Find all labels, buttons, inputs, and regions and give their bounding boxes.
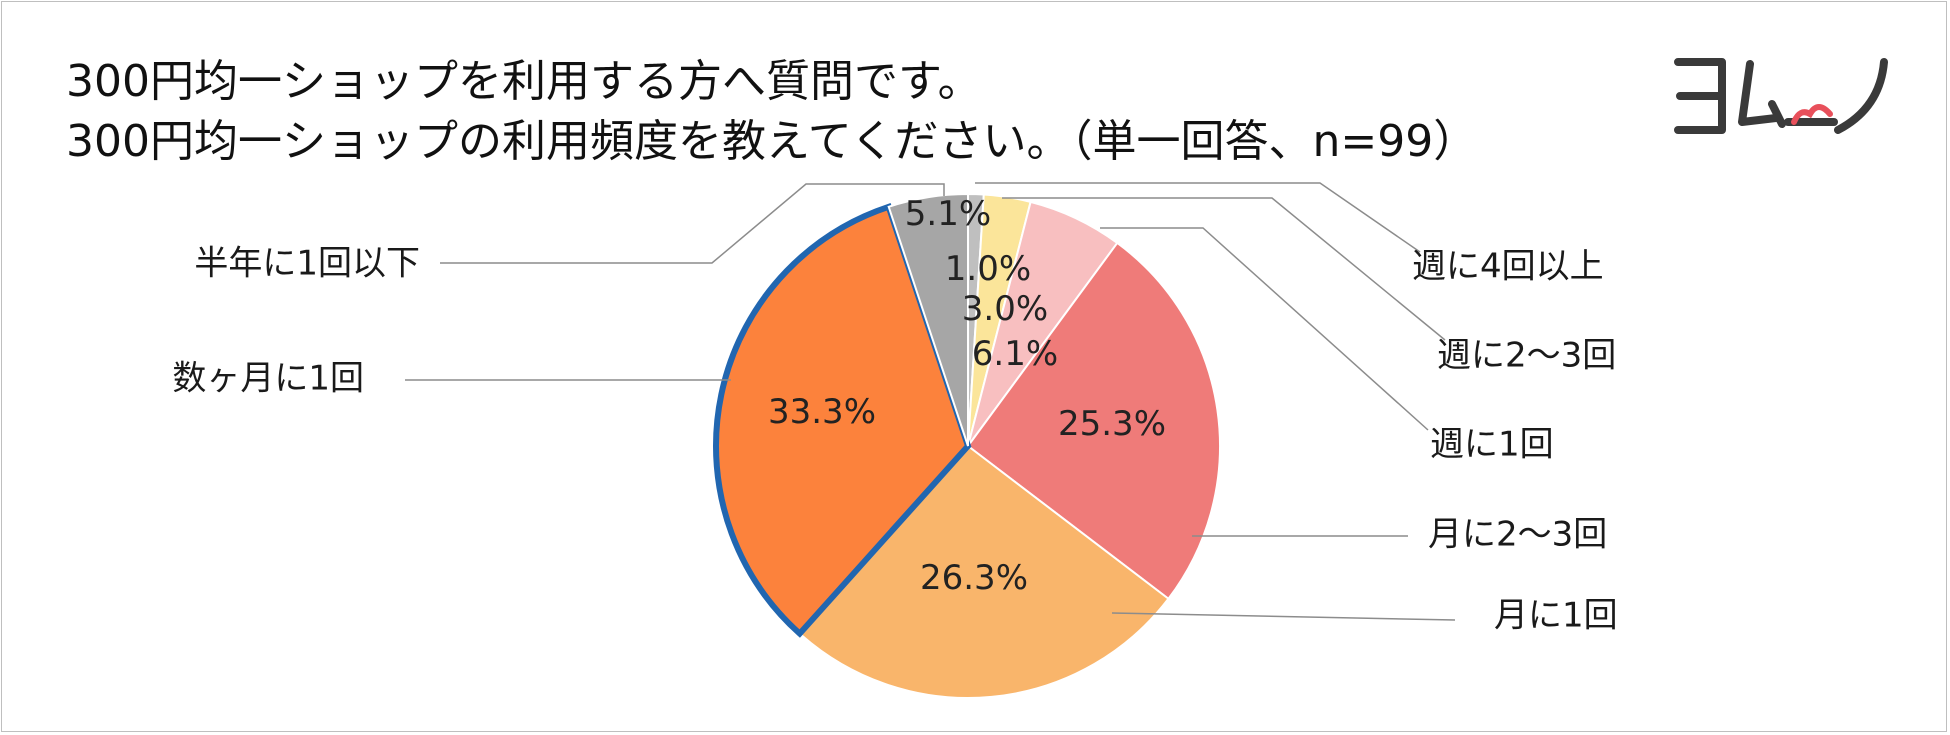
pie-slice — [966, 241, 1221, 601]
slice-category-label: 週に4回以上 — [1412, 247, 1604, 287]
pie-slices — [713, 192, 1221, 699]
slice-percentage-label: 3.0% — [962, 289, 1048, 329]
leader-line — [440, 183, 945, 264]
highlighted-slice-outline — [713, 203, 972, 638]
slice-percentage-label: 33.3% — [768, 392, 876, 432]
slice-category-label: 月に2～3回 — [1428, 515, 1607, 555]
slice-percentage-label: 26.3% — [920, 558, 1028, 598]
leader-line — [1111, 612, 1456, 621]
slice-category-label: 週に1回 — [1430, 425, 1554, 465]
yomuno-logo — [1674, 58, 1888, 134]
slice-percentage-label: 6.1% — [972, 334, 1058, 374]
slice-category-label: 月に1回 — [1494, 596, 1618, 636]
pie-slice — [887, 192, 969, 447]
leader-line — [1002, 197, 1446, 341]
slice-percentage-label: 1.0% — [945, 249, 1031, 289]
leader-lines — [405, 182, 1456, 621]
chart-title: 300円均一ショップを利用する方へ質問です。 300円均一ショップの利用頻度を教… — [66, 52, 1477, 172]
title-line-2: 300円均一ショップの利用頻度を教えてください。（単一回答、n=99） — [66, 116, 1478, 167]
slice-category-label: 半年に1回以下 — [194, 244, 420, 284]
leader-line — [975, 182, 1421, 253]
leader-line — [1100, 227, 1429, 431]
slice-percentage-label: 25.3% — [1058, 404, 1166, 444]
slice-percentage-label: 5.1% — [905, 194, 991, 234]
pie-slice — [798, 444, 1170, 699]
title-line-1: 300円均一ショップを利用する方へ質問です。 — [66, 56, 982, 107]
slice-category-label: 週に2～3回 — [1437, 336, 1616, 376]
percentage-labels: 1.0%3.0% 6.1%25.3% 26.3% 33.3% 5.1% — [768, 194, 1166, 598]
slice-category-label: 数ヶ月に1回 — [172, 359, 364, 399]
